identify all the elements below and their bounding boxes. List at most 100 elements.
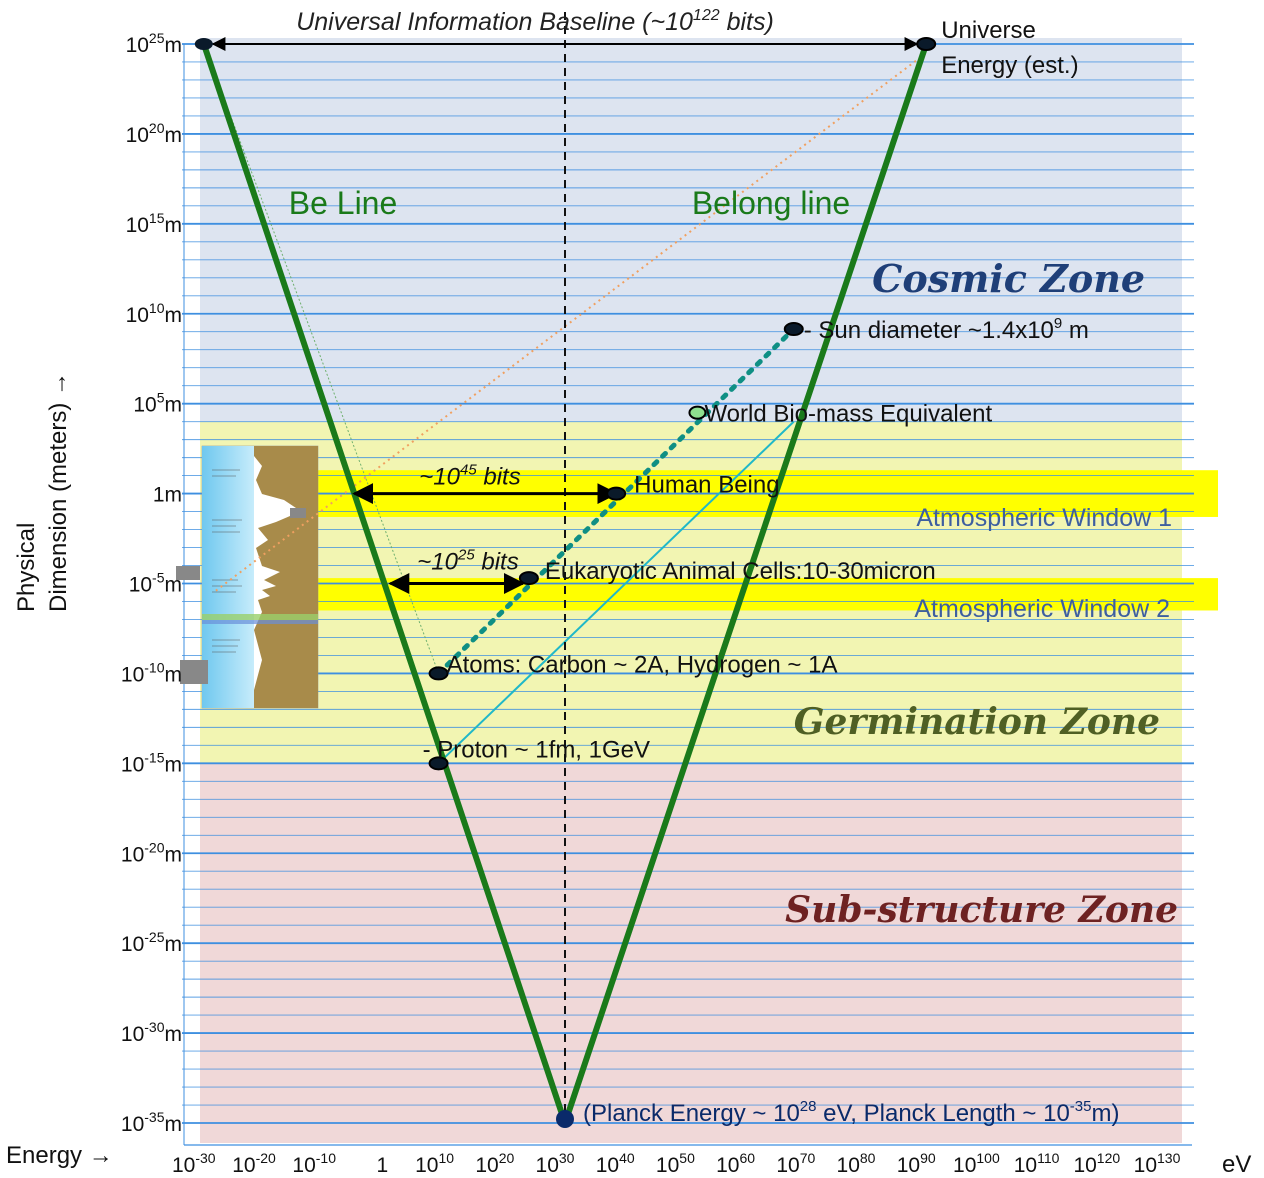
chart-title-tail: bits) [720, 8, 774, 36]
y-tick-exp: 10 [149, 300, 165, 316]
point-proton-1fm-1gev [428, 756, 449, 771]
x-tick-label: 1010 [415, 1150, 454, 1177]
y-tick-exp: -35 [144, 1109, 164, 1125]
span-label-1: ~1045 bits [419, 462, 520, 491]
point-label-eukaryotic-animal-cells-10-30micron: Eukaryotic Animal Cells:10-30micron [545, 558, 936, 585]
y-tick-unit: m [165, 1023, 183, 1046]
x-tick-exp: 90 [920, 1150, 936, 1166]
zone-label-sub-structure-zone: Sub-structure Zone [785, 889, 1178, 931]
point-label-universe-line2: Energy (est.) [941, 52, 1078, 79]
x-tick-label: 1040 [596, 1150, 635, 1177]
y-tick-base: 10 [121, 753, 144, 776]
point-label-proton-1fm-1gev: - Proton ~ 1fm, 1GeV [423, 736, 650, 763]
y-tick-exp: 15 [149, 210, 165, 226]
point-label-sup2: -35 [1070, 1098, 1092, 1115]
y-tick-exp: -30 [144, 1019, 164, 1035]
point-sun-diameter-1-4x10 [783, 322, 804, 337]
x-tick-label: 1060 [716, 1150, 755, 1177]
x-tick-base: 10 [1134, 1154, 1157, 1177]
point-baseline-left [194, 38, 213, 50]
cyan-line [437, 420, 795, 765]
x-tick-label: 10-20 [232, 1150, 276, 1177]
y-tick-label: 10-20m [121, 839, 182, 866]
y-tick-unit: m [165, 753, 183, 776]
x-tick-label: 10100 [953, 1150, 1000, 1177]
x-tick-label: 1 [377, 1154, 389, 1177]
y-tick-exp: 20 [149, 120, 165, 136]
point-human-being [606, 486, 627, 501]
x-tick-base: 10 [292, 1154, 315, 1177]
x-tick-exp: 20 [499, 1150, 515, 1166]
y-tick-exp: -25 [144, 929, 164, 945]
point-label-tail2: m) [1091, 1100, 1119, 1127]
y-tick-label: 10-35m [121, 1109, 182, 1136]
y-tick-base: 10 [121, 843, 144, 866]
zone-label-cosmic-zone: Cosmic Zone [872, 256, 1145, 301]
be-line [200, 41, 568, 1126]
x-tick-label: 10-10 [292, 1150, 336, 1177]
line-label-belong-line: Belong line [692, 185, 850, 221]
y-tick-base: 10 [133, 394, 156, 417]
y-tick-unit: m [165, 394, 183, 417]
x-tick-label: 1020 [475, 1150, 514, 1177]
planck-point [556, 1110, 574, 1128]
y-tick-base: 10 [129, 574, 152, 597]
x-tick-base: 10 [716, 1154, 739, 1177]
y-tick-base: 10 [126, 214, 149, 237]
y-tick-label: 10-25m [121, 929, 182, 956]
x-tick-exp: -30 [195, 1150, 215, 1166]
point-world-bio-mass-equivalent [688, 405, 707, 420]
span-label-sup: 25 [457, 547, 475, 564]
x-tick-exp: 60 [739, 1150, 755, 1166]
y-tick-label: 1010m [126, 300, 182, 327]
y-tick-label: 1m [153, 484, 182, 507]
point-eukaryotic-animal-cells-10-30micron [518, 571, 539, 586]
point-label-planck-energy-10: (Planck Energy ~ 1028 eV, Planck Length … [583, 1098, 1119, 1127]
x-tick-label: 10-30 [172, 1150, 216, 1177]
x-tick-base: 10 [172, 1154, 195, 1177]
y-tick-exp: 5 [157, 390, 165, 406]
chart-title-sup: 122 [693, 7, 720, 24]
point-label-main: Atoms: Carbon ~ 2A, Hydrogen ~ 1A [447, 651, 838, 678]
point-label-world-bio-mass-equivalent: World Bio-mass Equivalent [704, 401, 992, 428]
x-tick-label: 1090 [897, 1150, 936, 1177]
y-tick-exp: 25 [149, 30, 165, 46]
y-tick-unit: m [165, 843, 183, 866]
point-label-tail: m [1062, 317, 1089, 344]
x-tick-base: 10 [536, 1154, 559, 1177]
x-tick-exp: 10 [438, 1150, 454, 1166]
span-label-2: ~1025 bits [417, 547, 518, 576]
x-tick-label: 10110 [1014, 1150, 1060, 1177]
x-tick-exp: 70 [800, 1150, 816, 1166]
y-tick-base: 10 [121, 933, 144, 956]
y-tick-unit: m [165, 34, 183, 57]
y-tick-exp: -15 [144, 749, 164, 765]
y-tick-label: 10-5m [129, 570, 182, 597]
y-tick-unit: m [165, 663, 183, 686]
x-tick-base: 10 [953, 1154, 976, 1177]
point-universe [916, 37, 937, 51]
y-tick-unit: m [165, 1113, 183, 1136]
x-tick-exp: 80 [860, 1150, 876, 1166]
y-axis-label-line1: Physical [13, 523, 40, 612]
span-label-pre: ~10 [417, 549, 458, 576]
x-tick-label: 1050 [656, 1150, 695, 1177]
point-label-sup: 9 [1054, 315, 1062, 332]
zone-cosmic-zone [200, 38, 1182, 422]
x-tick-exp: -10 [316, 1150, 336, 1166]
window-label-atmospheric-window-2: Atmospheric Window 2 [914, 595, 1170, 623]
span-label-post: bits [477, 464, 521, 491]
x-tick-exp: 40 [619, 1150, 635, 1166]
x-tick-label: 1080 [837, 1150, 876, 1177]
y-tick-unit: m [165, 214, 183, 237]
x-tick-label: 10120 [1073, 1150, 1120, 1177]
y-tick-exp: -20 [144, 839, 164, 855]
zone-sub-structure-zone [200, 763, 1182, 1143]
point-label-main: Human Being [634, 472, 779, 499]
y-axis-label: Physical Dimension (meters) → [13, 372, 72, 612]
y-tick-label: 10-15m [121, 749, 182, 776]
point-label-main: - Sun diameter ~1.4x10 [804, 317, 1054, 344]
chart-title-main: Universal Information Baseline (~10 [296, 8, 693, 36]
x-axis-label: Energy → [6, 1142, 113, 1169]
